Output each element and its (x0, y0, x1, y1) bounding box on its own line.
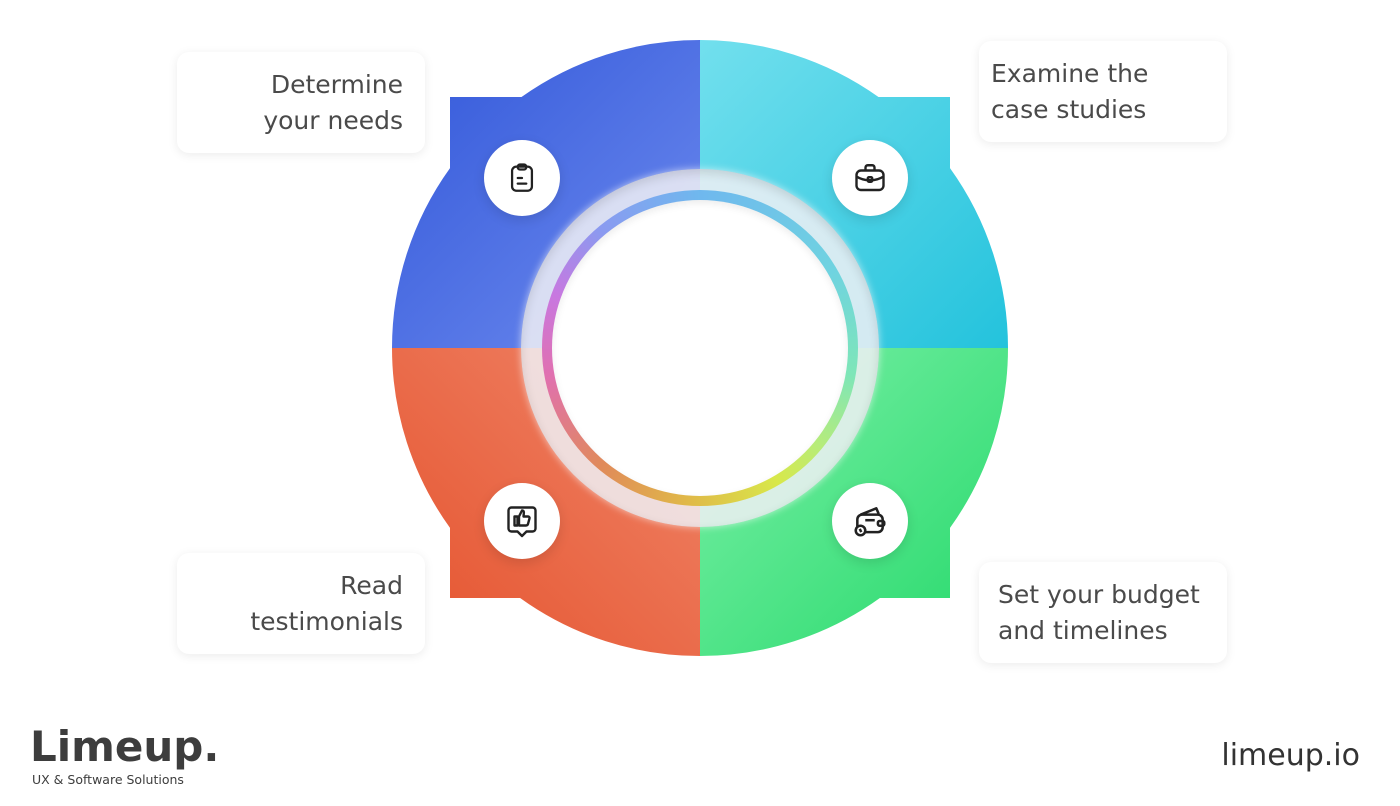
step-label-line: your needs (263, 105, 403, 135)
brand-logo: Limeup. (30, 722, 220, 771)
step-label-line: testimonials (250, 606, 403, 636)
thumbs-up-icon (484, 483, 560, 559)
website-link[interactable]: limeup.io (1221, 738, 1360, 773)
step-card-case-studies: Examine the case studies (979, 41, 1227, 142)
wallet-icon (832, 483, 908, 559)
step-label-line: Examine the (991, 58, 1149, 88)
step-card-determine-needs: Determine your needs (177, 52, 425, 153)
step-label-line: Set your budget (998, 579, 1200, 609)
clipboard-icon (484, 140, 560, 216)
center-circle (552, 200, 848, 496)
brand-tagline: UX & Software Solutions (32, 772, 184, 787)
step-label-line: case studies (991, 94, 1147, 124)
step-card-testimonials: Read testimonials (177, 553, 425, 654)
step-label-line: Read (340, 570, 403, 600)
step-card-budget: Set your budget and timelines (979, 562, 1227, 663)
step-label-line: Determine (270, 69, 403, 99)
briefcase-icon (832, 140, 908, 216)
step-label-line: and timelines (998, 615, 1168, 645)
